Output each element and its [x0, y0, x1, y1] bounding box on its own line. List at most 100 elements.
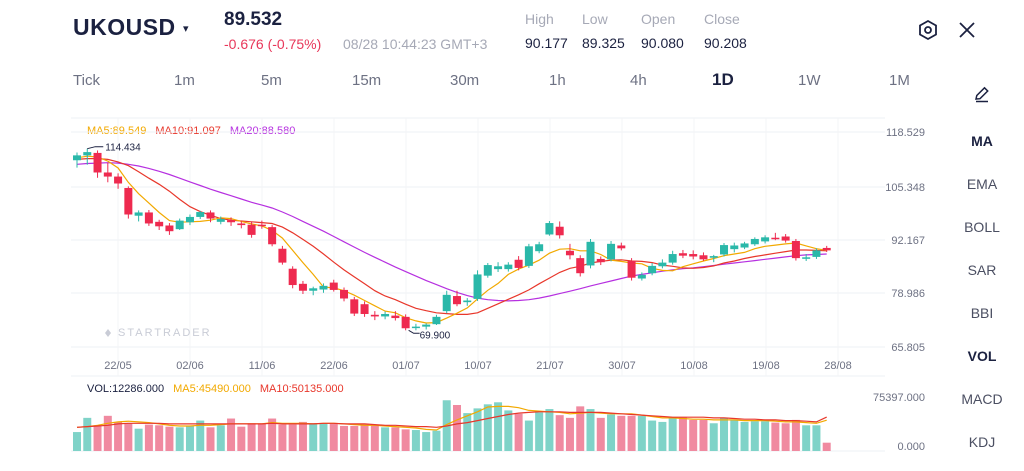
tab-15m[interactable]: 15m: [352, 72, 382, 89]
volume-bar: [761, 421, 770, 451]
indicator-ma[interactable]: MA: [971, 133, 993, 149]
volume-bar: [576, 406, 585, 451]
volume-bar: [637, 415, 646, 451]
candle-body: [678, 253, 687, 256]
volume-bar: [340, 425, 349, 451]
candle-body: [381, 313, 390, 317]
stat-open: Open 90.080: [641, 11, 684, 51]
vol-legend: VOL:12286.000 MA5:45490.000 MA10:50135.0…: [87, 383, 350, 395]
candle-body: [822, 247, 831, 251]
candlestick-chart[interactable]: 118.529 105.348 92.167 78.986 65.805 22/05 02/…: [0, 0, 940, 471]
y-tick-label: 118.529: [886, 127, 925, 139]
candle-body: [370, 314, 379, 317]
volume-bar: [206, 427, 215, 451]
timeframe-tabs: Tick 1m 5m 15m 30m 1h 4h 1D 1W 1M: [0, 66, 940, 96]
candle-body: [730, 245, 739, 250]
volume-bar: [678, 417, 687, 451]
pen-draw-icon[interactable]: [972, 84, 992, 109]
volume-bar: [309, 423, 318, 451]
indicator-kdj[interactable]: KDJ: [968, 434, 996, 450]
tab-1m-month[interactable]: 1M: [889, 72, 910, 89]
tab-1d[interactable]: 1D: [712, 70, 734, 89]
stat-high-value: 90.177: [525, 35, 568, 51]
volume-bar: [216, 425, 225, 451]
candle-body: [627, 260, 636, 278]
volume-bar: [114, 421, 123, 451]
vol-ma10-legend: MA10:50135.000: [259, 383, 344, 395]
candle-body: [452, 296, 461, 305]
quote-header: UKOUSD ▾ 89.532 -0.676 (-0.75%) 08/28 10…: [0, 0, 1024, 60]
volume-bar: [555, 415, 564, 451]
tab-1h[interactable]: 1h: [549, 72, 566, 89]
candle-body: [802, 257, 811, 259]
candle-body: [494, 266, 503, 270]
tab-4h[interactable]: 4h: [630, 72, 647, 89]
vol-ma10-line: [76, 411, 827, 428]
candle-body: [288, 268, 297, 286]
tab-1m[interactable]: 1m: [174, 72, 195, 89]
candle-body: [504, 264, 513, 270]
ma10-legend: MA10:91.097: [155, 125, 221, 137]
candle-body: [524, 246, 533, 266]
candle-body: [340, 289, 349, 299]
stat-close: Close 90.208: [704, 11, 747, 51]
tab-tick[interactable]: Tick: [73, 72, 100, 89]
candle-body: [442, 294, 451, 312]
chevron-down-icon[interactable]: ▾: [183, 23, 189, 35]
volume-bar: [689, 419, 698, 451]
candle-body: [596, 258, 605, 263]
candle-body: [781, 236, 790, 241]
candle-body: [658, 262, 667, 267]
indicator-ema[interactable]: EMA: [966, 176, 998, 192]
candle-body: [401, 316, 410, 329]
candle-body: [185, 216, 194, 223]
close-icon[interactable]: [956, 19, 978, 46]
stat-low: Low 89.325: [582, 11, 625, 51]
tab-5m[interactable]: 5m: [261, 72, 282, 89]
stat-close-value: 90.208: [704, 35, 747, 51]
volume-bar: [822, 442, 831, 451]
candle-body: [175, 220, 184, 230]
vol-tick-label: 75397.000: [873, 392, 925, 404]
candle-body: [545, 223, 554, 235]
volume-bar: [565, 417, 574, 451]
symbol-selector[interactable]: UKOUSD: [73, 14, 176, 40]
volume-bar: [504, 410, 513, 451]
candle-body: [298, 283, 307, 291]
x-tick-label: 01/07: [392, 360, 420, 372]
vol-tick-label: 0.000: [897, 441, 925, 453]
candle-body: [237, 223, 246, 226]
candle-body: [329, 282, 338, 290]
volume-bar: [165, 426, 174, 451]
candle-body: [761, 237, 770, 242]
candle-body: [134, 212, 143, 216]
indicator-boll[interactable]: BOLL: [964, 219, 1000, 235]
y-tick-label: 65.805: [891, 342, 925, 354]
indicator-vol[interactable]: VOL: [967, 348, 997, 364]
volume-bar: [278, 424, 287, 451]
volume-bar: [370, 425, 379, 451]
candle-body: [668, 254, 677, 263]
stat-low-value: 89.325: [582, 35, 625, 51]
volume-bar: [298, 421, 307, 451]
volume-bar: [750, 421, 759, 451]
volume-bar: [227, 418, 236, 451]
volume-bar: [658, 421, 667, 451]
indicator-sidebar: MA EMA BOLL SAR BBI VOL MACD KDJ: [940, 80, 1024, 471]
tab-1w[interactable]: 1W: [798, 72, 821, 89]
watermark-text: STARTRADER: [118, 327, 212, 339]
candle-body: [114, 176, 123, 184]
volume-bar: [514, 413, 523, 451]
tab-30m[interactable]: 30m: [450, 72, 480, 89]
max-price-label: 114.434: [105, 143, 141, 154]
volume-bar: [545, 409, 554, 451]
volume-bar: [607, 414, 616, 451]
volume-bar: [586, 409, 595, 451]
vol-ma5-line: [76, 405, 827, 431]
settings-hexagon-icon[interactable]: [917, 19, 939, 46]
indicator-sar[interactable]: SAR: [967, 262, 997, 278]
stat-high: High 90.177: [525, 11, 568, 51]
candle-body: [124, 187, 133, 215]
indicator-macd[interactable]: MACD: [961, 391, 1003, 407]
indicator-bbi[interactable]: BBI: [970, 305, 994, 321]
